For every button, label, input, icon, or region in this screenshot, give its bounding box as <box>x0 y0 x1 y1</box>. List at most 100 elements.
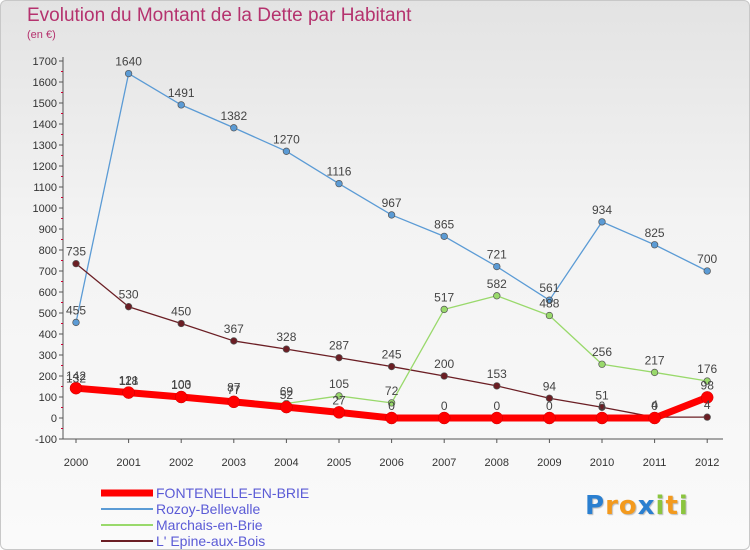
logo-letter: r <box>605 491 619 521</box>
y-tick-label: 0 <box>51 413 57 425</box>
data-point-fontenelle-en-brie <box>69 381 83 395</box>
data-label-l-epine-aux-bois: 367 <box>224 322 244 336</box>
data-point-l-epine-aux-bois <box>440 372 448 380</box>
data-label-rozoy-bellevalle: 967 <box>382 196 402 210</box>
legend: FONTENELLE-EN-BRIERozoy-BellevalleMarcha… <box>101 485 309 549</box>
x-tick-label: 2003 <box>222 457 246 469</box>
data-point-fontenelle-en-brie <box>490 411 504 425</box>
data-point-fontenelle-en-brie <box>122 386 135 399</box>
data-label-marchais-en-brie: 517 <box>434 290 454 304</box>
logo-letter: t <box>665 491 679 521</box>
data-point-rozoy-bellevalle <box>335 179 343 188</box>
y-tick-label: 400 <box>39 329 57 341</box>
data-label-rozoy-bellevalle: 700 <box>697 252 717 266</box>
y-tick-label: 1000 <box>33 203 57 215</box>
y-tick-label: -100 <box>35 434 57 446</box>
data-point-l-epine-aux-bois <box>72 260 80 268</box>
data-point-l-epine-aux-bois <box>703 413 711 421</box>
data-point-rozoy-bellevalle <box>177 101 185 109</box>
logo-letter: P <box>585 491 606 521</box>
y-tick-label: 700 <box>39 266 57 278</box>
data-label-marchais-en-brie: 132 <box>66 371 86 385</box>
x-tick-label: 2004 <box>274 457 298 469</box>
data-label-l-epine-aux-bois: 153 <box>487 367 507 381</box>
y-tick-label: 1100 <box>33 182 57 194</box>
data-point-rozoy-bellevalle <box>545 296 554 304</box>
data-label-fontenelle-en-brie: 0 <box>599 399 606 413</box>
data-label-marchais-en-brie: 217 <box>645 353 665 367</box>
data-label-rozoy-bellevalle: 1116 <box>327 165 352 179</box>
y-tick-label: 1300 <box>33 140 57 152</box>
y-tick-label: 100 <box>39 392 57 404</box>
data-label-fontenelle-en-brie: 121 <box>119 374 139 388</box>
data-label-marchais-en-brie: 488 <box>539 297 559 311</box>
logo-letter: o <box>618 491 638 521</box>
x-tick-label: 2012 <box>695 457 719 469</box>
y-tick-label: 200 <box>39 371 57 383</box>
data-label-l-epine-aux-bois: 245 <box>382 348 402 362</box>
data-label-marchais-en-brie: 103 <box>171 377 191 391</box>
data-point-rozoy-bellevalle <box>282 147 291 155</box>
data-label-rozoy-bellevalle: 561 <box>539 281 559 295</box>
data-point-l-epine-aux-bois <box>282 345 291 353</box>
data-point-fontenelle-en-brie <box>385 411 398 425</box>
data-label-marchais-en-brie: 582 <box>487 277 507 291</box>
logo-letter: i <box>655 491 666 521</box>
data-label-marchais-en-brie: 256 <box>592 345 612 359</box>
data-point-fontenelle-en-brie <box>280 400 293 414</box>
data-label-marchais-en-brie: 176 <box>697 362 717 376</box>
data-label-fontenelle-en-brie: 0 <box>546 399 553 413</box>
data-label-rozoy-bellevalle: 934 <box>592 203 612 217</box>
x-tick-label: 2010 <box>590 457 614 469</box>
data-label-l-epine-aux-bois: 200 <box>434 357 454 371</box>
data-label-rozoy-bellevalle: 865 <box>434 217 454 231</box>
data-label-fontenelle-en-brie: 52 <box>280 388 294 402</box>
x-tick-label: 2009 <box>537 457 561 469</box>
data-label-l-epine-aux-bois: 450 <box>171 305 191 319</box>
data-point-rozoy-bellevalle <box>703 267 711 275</box>
legend-label: Marchais-en-Brie <box>156 517 263 533</box>
data-label-l-epine-aux-bois: 287 <box>329 339 349 353</box>
data-label-rozoy-bellevalle: 825 <box>645 226 665 240</box>
data-point-l-epine-aux-bois <box>598 403 606 411</box>
data-point-l-epine-aux-bois <box>177 319 185 328</box>
legend-label: L' Epine-aux-Bois <box>156 533 265 549</box>
data-point-fontenelle-en-brie <box>543 411 556 425</box>
data-point-marchais-en-brie <box>335 392 343 400</box>
data-point-marchais-en-brie <box>545 311 554 320</box>
data-label-rozoy-bellevalle: 721 <box>487 248 507 262</box>
data-label-fontenelle-en-brie: 0 <box>441 399 448 413</box>
data-label-l-epine-aux-bois: 530 <box>119 288 139 302</box>
data-label-l-epine-aux-bois: 4 <box>651 398 658 412</box>
data-labels: 455 1640 1491 1382 1270 1116 967 865 721 561 934 82… <box>66 55 718 413</box>
data-point-rozoy-bellevalle <box>650 241 659 249</box>
data-point-l-epine-aux-bois <box>545 394 554 402</box>
chart-title: Evolution du Montant de la Dette par Hab… <box>27 5 412 26</box>
data-point-rozoy-bellevalle <box>598 218 606 226</box>
y-tick-label: 1700 <box>33 56 57 68</box>
y-tick-label: 300 <box>39 350 57 362</box>
y-tick-label: 1200 <box>33 161 57 173</box>
x-tick-label: 2006 <box>379 457 403 469</box>
data-point-l-epine-aux-bois <box>387 362 396 371</box>
data-label-fontenelle-en-brie: 98 <box>701 378 715 392</box>
data-point-marchais-en-brie <box>387 399 396 407</box>
y-tick-label: 1500 <box>33 98 57 110</box>
data-label-marchais-en-brie: 69 <box>280 385 294 399</box>
data-point-rozoy-bellevalle <box>387 211 396 219</box>
data-point-rozoy-bellevalle <box>440 232 448 241</box>
data-label-rozoy-bellevalle: 1270 <box>273 132 300 146</box>
data-label-marchais-en-brie: 118 <box>119 374 138 388</box>
x-tick-label: 2008 <box>485 457 509 469</box>
x-tick-label: 2011 <box>643 457 667 469</box>
data-point-fontenelle-en-brie <box>437 411 451 425</box>
data-label-fontenelle-en-brie: 100 <box>171 378 191 392</box>
x-tick-label: 2000 <box>64 457 88 469</box>
data-point-rozoy-bellevalle <box>493 262 501 271</box>
y-tick-label: 900 <box>39 224 57 236</box>
data-label-rozoy-bellevalle: 1382 <box>220 109 247 123</box>
data-label-l-epine-aux-bois: 4 <box>704 398 711 412</box>
data-label-fontenelle-en-brie: 0 <box>493 399 500 413</box>
data-label-fontenelle-en-brie: 27 <box>332 393 346 407</box>
